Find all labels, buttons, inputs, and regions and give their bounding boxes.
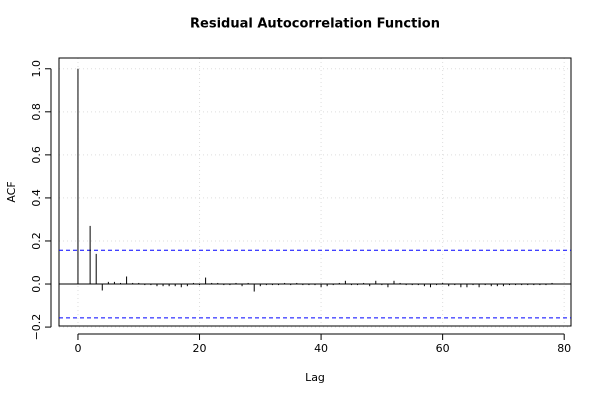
y-tick-label: −0.2	[30, 314, 43, 341]
y-tick-label: 0.2	[30, 232, 43, 250]
x-tick-label: 40	[314, 342, 328, 355]
x-tick-label: 0	[74, 342, 81, 355]
chart-title: Residual Autocorrelation Function	[190, 17, 440, 32]
x-axis-label: Lag	[305, 371, 325, 384]
y-axis-label: ACF	[5, 181, 18, 202]
y-tick-label: 0.8	[30, 103, 43, 121]
x-tick-label: 80	[557, 342, 571, 355]
y-tick-label: 0.4	[30, 189, 43, 207]
y-tick-label: 1.0	[30, 60, 43, 78]
x-tick-label: 60	[436, 342, 450, 355]
plot-frame	[58, 57, 572, 327]
x-tick-label: 20	[193, 342, 207, 355]
y-tick-label: 0.0	[30, 275, 43, 293]
y-tick-label: 0.6	[30, 146, 43, 164]
